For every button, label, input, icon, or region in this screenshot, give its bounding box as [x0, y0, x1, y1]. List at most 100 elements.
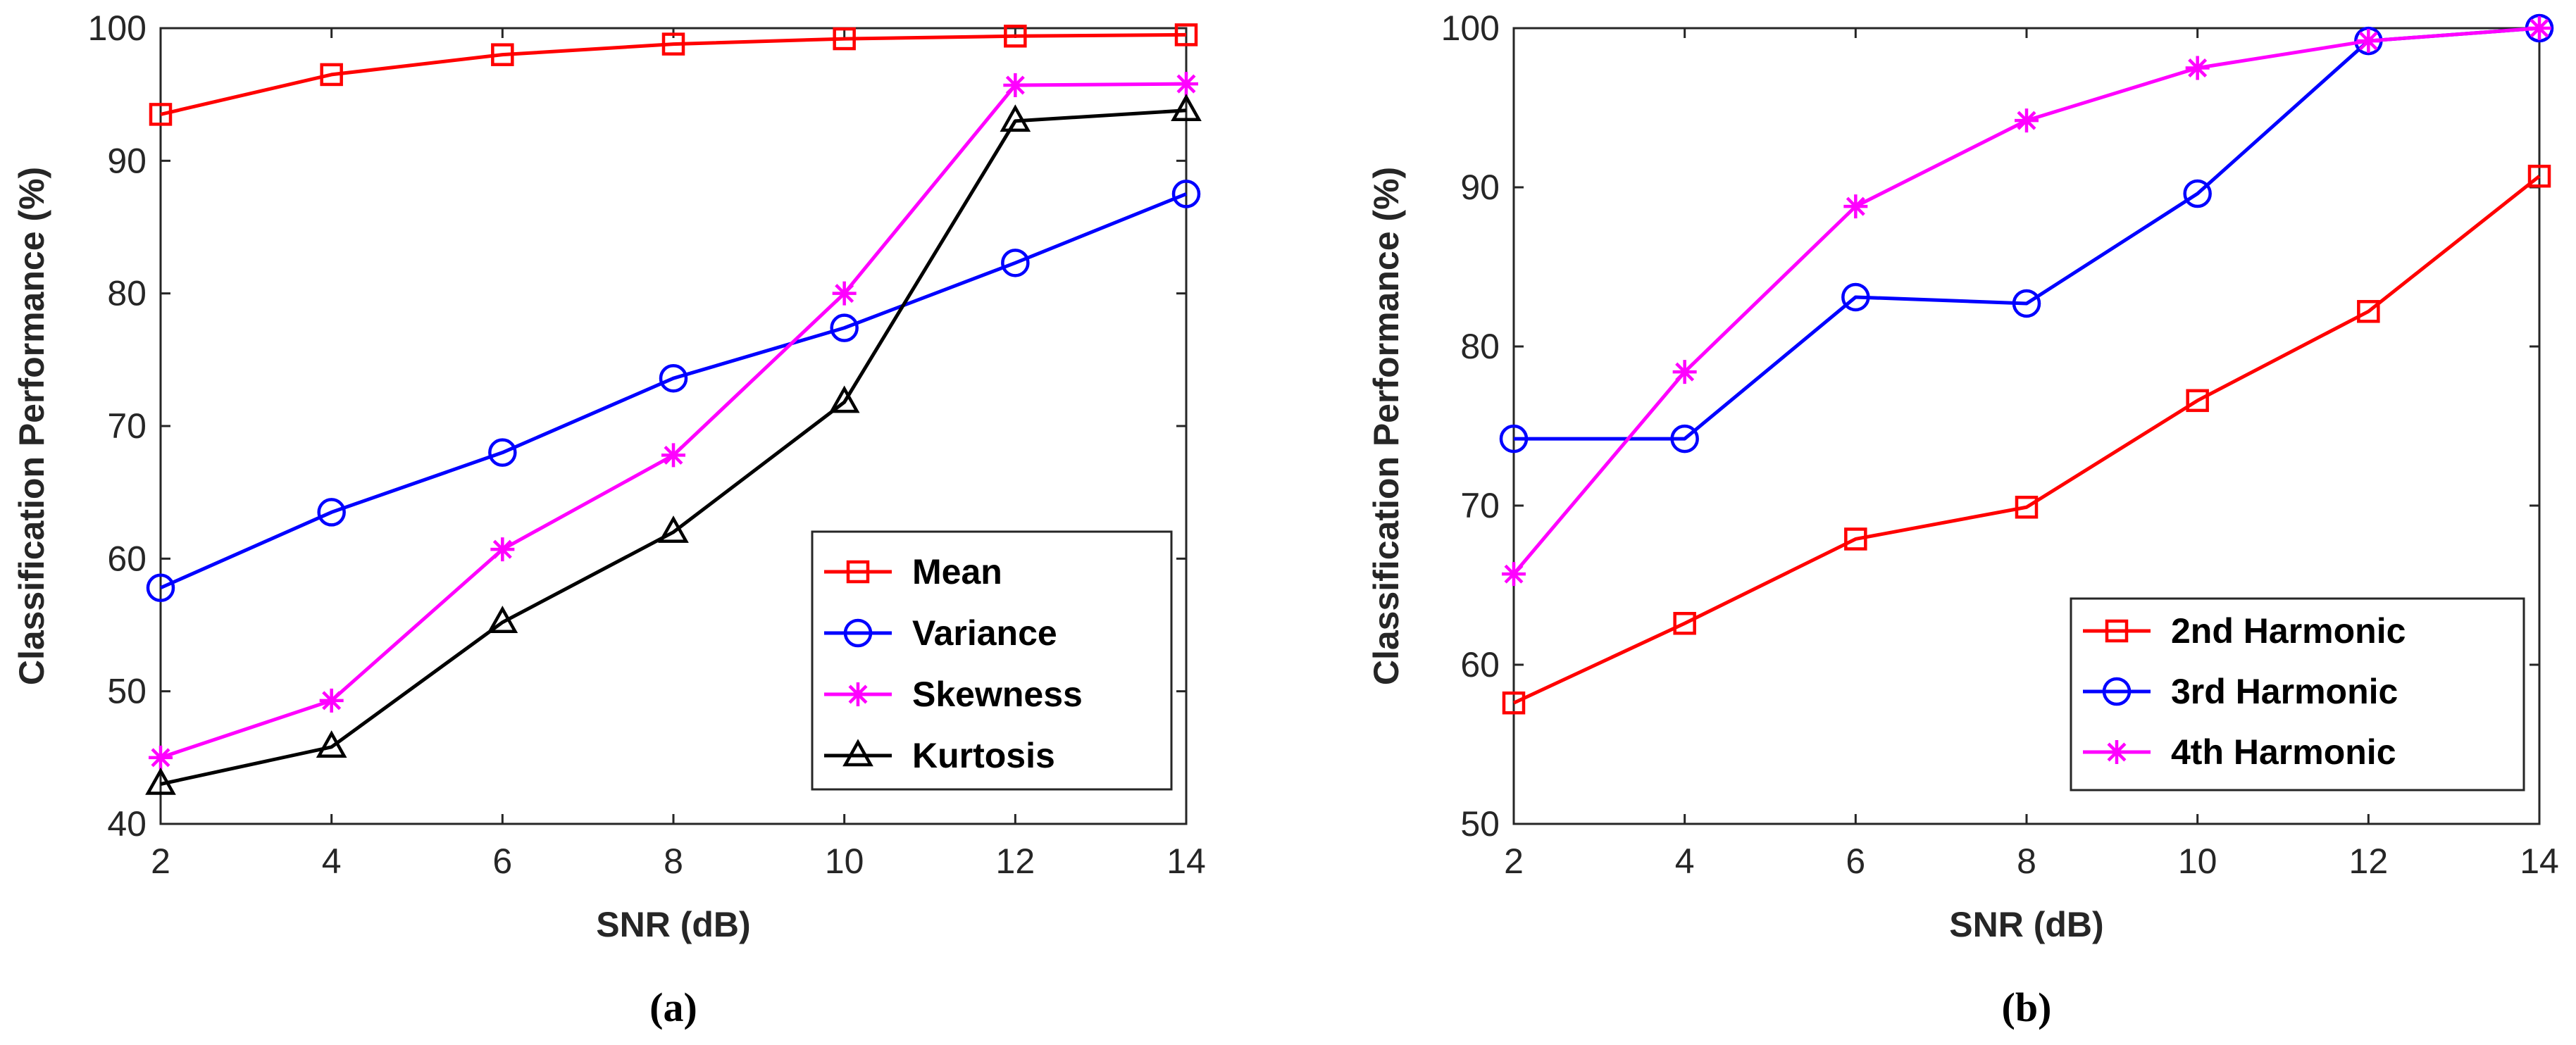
a-data-point-variance: [146, 573, 175, 603]
panel-b-x-axis-label: SNR (dB): [1949, 905, 2103, 944]
b-data-point-3rd-harmonic: [1499, 424, 1529, 453]
b-legend-label-3rd-harmonic: 3rd Harmonic: [2171, 672, 2398, 711]
b-data-point-3rd-harmonic: [2183, 179, 2212, 208]
a-data-point-variance: [317, 498, 346, 527]
a-data-point-mean: [491, 43, 514, 66]
a-data-point-kurtosis: [487, 606, 518, 633]
panel-a-legend: Mean Variance Skewness Kurtosis: [811, 530, 1173, 791]
b-data-point-4th-harmonic: [2015, 108, 2039, 133]
a-data-point-variance: [1171, 180, 1201, 208]
a-series-line-mean: [160, 32, 1187, 116]
a-data-point-skewness: [1174, 72, 1198, 96]
a-legend-label-skewness: Skewness: [912, 675, 1083, 714]
a-y-tick-label: 100: [88, 8, 147, 48]
a-x-tick-label: 14: [1166, 841, 1206, 881]
a-data-point-variance: [830, 313, 859, 342]
a-series-line-kurtosis: [160, 108, 1187, 786]
b-x-tick-label: 8: [2017, 841, 2036, 881]
b-data-point-3rd-harmonic: [1670, 424, 1699, 453]
a-y-tick-label: 70: [107, 406, 147, 446]
panel-a-x-axis-label: SNR (dB): [596, 905, 750, 944]
a-data-point-skewness: [661, 443, 685, 468]
a-x-tick-label: 12: [996, 841, 1035, 881]
b-x-tick-label: 2: [1504, 841, 1524, 881]
a-x-tick-label: 2: [151, 841, 170, 881]
b-data-point-4th-harmonic: [1502, 562, 1526, 587]
b-data-point-4th-harmonic: [1672, 360, 1697, 384]
a-data-point-skewness: [832, 281, 857, 306]
a-data-point-kurtosis: [316, 730, 347, 758]
b-data-point-4th-harmonic: [1843, 194, 1868, 219]
panel-b-legend: 2nd Harmonic 3rd Harmonic 4th Harmonic: [2070, 597, 2525, 791]
panel-a-y-axis-label: Classification Performance (%): [12, 167, 51, 685]
b-data-point-2nd-harmonic: [2015, 496, 2039, 519]
a-legend-label-variance: Variance: [912, 613, 1057, 653]
a-data-point-mean: [320, 63, 343, 87]
a-data-point-kurtosis: [658, 515, 689, 543]
a-series-line-variance: [159, 192, 1187, 590]
a-x-tick-label: 6: [492, 841, 512, 881]
b-y-tick-label: 90: [1460, 168, 1500, 207]
panel-b-caption: (b): [2002, 984, 2052, 1030]
b-legend-marker-4th-harmonic: [2105, 740, 2129, 764]
a-data-point-kurtosis: [828, 385, 860, 413]
b-y-tick-label: 60: [1460, 645, 1500, 684]
a-data-point-mean: [1174, 23, 1198, 46]
a-y-tick-label: 40: [107, 804, 147, 844]
a-x-tick-label: 8: [664, 841, 683, 881]
b-legend-label-2nd-harmonic: 2nd Harmonic: [2171, 611, 2406, 651]
a-legend-marker-kurtosis: [842, 739, 873, 767]
a-data-point-variance: [488, 438, 517, 467]
b-legend-marker-3rd-harmonic: [2102, 677, 2132, 706]
a-legend-label-kurtosis: Kurtosis: [912, 736, 1055, 775]
a-data-point-kurtosis: [1000, 104, 1031, 132]
b-y-tick-label: 100: [1441, 8, 1500, 48]
b-x-tick-label: 12: [2349, 841, 2389, 881]
a-legend-marker-mean: [846, 560, 870, 584]
a-legend-label-mean: Mean: [912, 552, 1002, 592]
panel-b-x-axis: 2 4 6 8 10 12 14: [1504, 28, 2559, 881]
panel-a-y-axis: 40 50 60 70 80 90 100: [88, 8, 1186, 844]
b-series-line-2nd-harmonic: [1512, 175, 2541, 705]
a-x-tick-label: 10: [825, 841, 864, 881]
b-x-tick-label: 6: [1846, 841, 1865, 881]
a-data-point-variance: [1001, 249, 1030, 277]
b-data-point-3rd-harmonic: [2012, 289, 2041, 318]
a-data-point-skewness: [319, 688, 344, 713]
panel-b-series-group: [1499, 13, 2554, 715]
panel-b-y-axis: 50 60 70 80 90 100: [1441, 8, 2539, 844]
panel-a-caption: (a): [649, 984, 697, 1030]
a-data-point-mean: [1004, 25, 1027, 48]
b-legend-marker-2nd-harmonic: [2105, 619, 2129, 643]
b-y-tick-label: 70: [1460, 486, 1500, 525]
b-y-tick-label: 50: [1460, 804, 1500, 844]
a-y-tick-label: 90: [107, 141, 147, 180]
a-y-tick-label: 60: [107, 539, 147, 578]
b-data-point-2nd-harmonic: [2186, 389, 2209, 413]
b-x-tick-label: 14: [2520, 841, 2559, 881]
a-data-point-kurtosis: [1171, 94, 1202, 122]
panel-a-x-axis: 2 4 6 8 10 12 14: [151, 28, 1206, 881]
b-data-point-2nd-harmonic: [1502, 691, 1526, 715]
b-x-tick-label: 10: [2178, 841, 2217, 881]
panel-a: 40 50 60 70 80 90 100 2 4 6 8 10 12 14 SNR (dB) Clas…: [12, 8, 1206, 1030]
a-y-tick-label: 50: [107, 672, 147, 711]
a-data-point-variance: [659, 363, 688, 393]
a-data-point-kurtosis: [145, 767, 176, 795]
a-data-point-mean: [149, 103, 173, 126]
b-data-point-4th-harmonic: [2356, 29, 2381, 54]
b-data-point-2nd-harmonic: [2357, 300, 2380, 323]
panel-b-y-axis-label: Classification Performance (%): [1367, 167, 1406, 685]
b-x-tick-label: 4: [1675, 841, 1695, 881]
b-legend-label-4th-harmonic: 4th Harmonic: [2171, 732, 2396, 772]
a-data-point-skewness: [490, 537, 515, 562]
b-data-point-4th-harmonic: [2527, 16, 2551, 40]
panel-a-series-group: [145, 23, 1202, 795]
b-y-tick-label: 80: [1460, 327, 1500, 366]
panel-a-legend-box: [811, 530, 1173, 791]
panel-b: 50 60 70 80 90 100 2 4 6 8 10 12 14 SNR (dB) Classi…: [1367, 8, 2559, 1030]
a-legend-marker-variance: [843, 618, 873, 648]
b-data-point-2nd-harmonic: [2527, 164, 2551, 188]
a-y-tick-label: 80: [107, 274, 147, 313]
